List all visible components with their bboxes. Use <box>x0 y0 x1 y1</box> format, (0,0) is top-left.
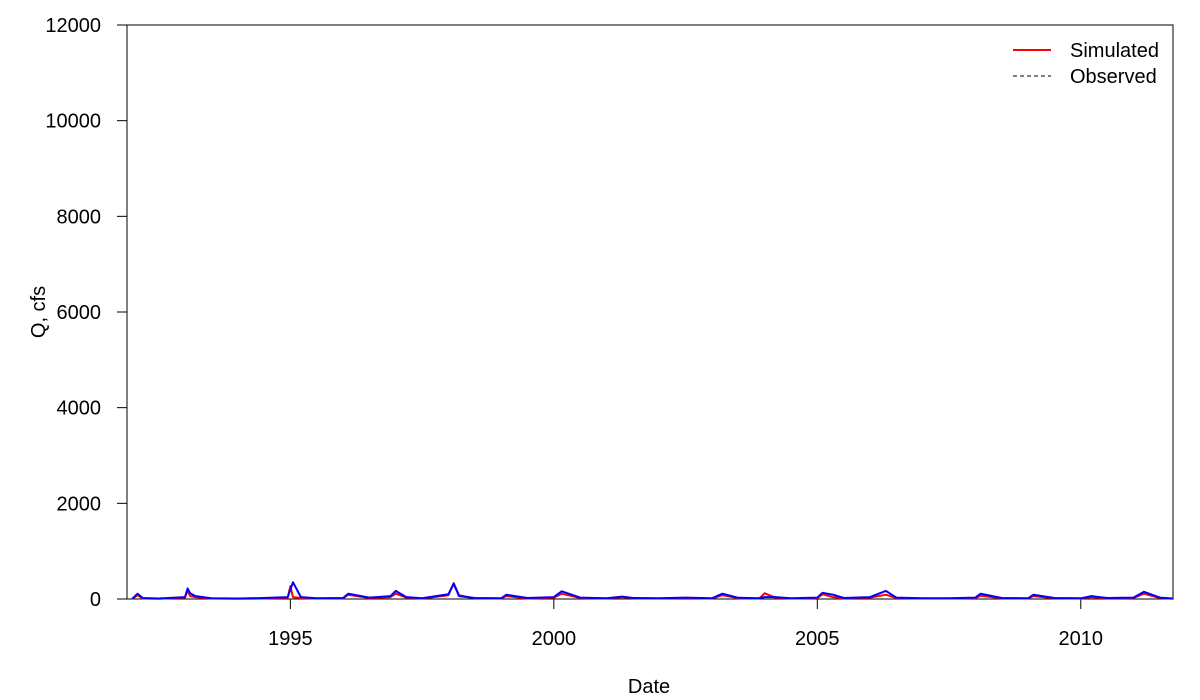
legend-label-observed: Observed <box>1070 66 1157 88</box>
y-axis: 0 2000 4000 6000 8000 10000 12000 <box>45 15 127 611</box>
series-layer <box>131 581 1174 600</box>
x-tick-label: 1995 <box>268 628 313 650</box>
x-axis-title: Date <box>628 676 670 698</box>
series-line-observed <box>131 581 1174 600</box>
y-tick-label: 2000 <box>57 493 102 515</box>
legend: Simulated Observed <box>1013 40 1159 88</box>
x-tick-label: 2005 <box>795 628 840 650</box>
y-tick-label: 0 <box>90 589 101 611</box>
y-tick-label: 8000 <box>57 206 102 228</box>
x-axis: 1995 2000 2005 2010 <box>268 599 1103 650</box>
plot-frame <box>126 24 1174 600</box>
y-tick-label: 12000 <box>45 15 101 37</box>
y-tick-label: 6000 <box>57 302 102 324</box>
y-axis-title: Q, cfs <box>28 286 50 338</box>
y-tick-label: 4000 <box>57 398 102 420</box>
x-tick-label: 2000 <box>532 628 577 650</box>
legend-label-simulated: Simulated <box>1070 40 1159 62</box>
y-tick-label: 10000 <box>45 111 101 133</box>
x-tick-label: 2010 <box>1059 628 1104 650</box>
